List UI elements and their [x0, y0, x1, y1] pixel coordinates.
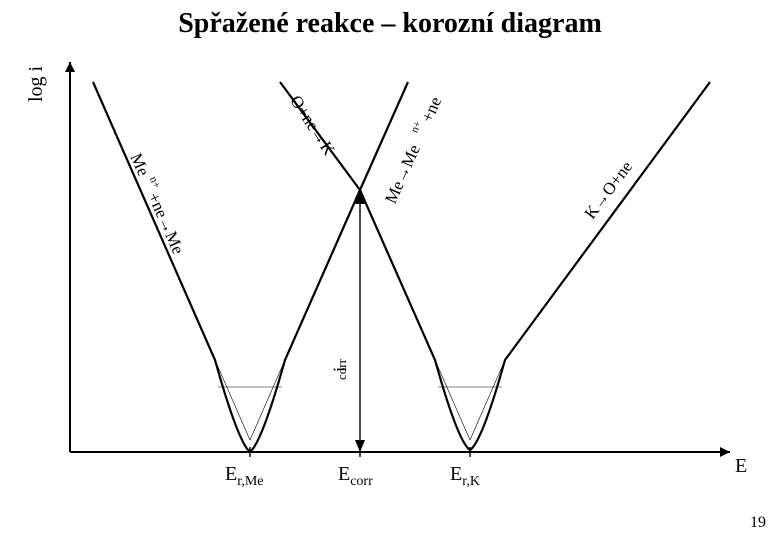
label-k-oxidation: K→O+ne: [581, 157, 637, 222]
corrosion-diagram: log i E: [20, 42, 760, 512]
icorr-arrow: [355, 192, 365, 452]
page-number: 19: [750, 514, 766, 532]
svg-text:n+: n+: [147, 175, 163, 191]
svg-text:Ecorr: Ecorr: [338, 463, 373, 489]
label-me-reduction: Me n+ +ne→Me: [127, 149, 191, 257]
svg-text:Er,K: Er,K: [450, 463, 480, 489]
svg-text:corr: corr: [334, 358, 349, 380]
svg-text:O+ne→K: O+ne→K: [286, 92, 339, 159]
label-k-reduction: O+ne→K: [286, 92, 339, 159]
page-title: Spřažené reakce – korozní diagram: [0, 8, 780, 40]
svg-text:+ne: +ne: [417, 94, 445, 125]
svg-text:K→O+ne: K→O+ne: [581, 157, 637, 222]
tafel-curves: [93, 82, 710, 452]
x-axis-label: E: [735, 455, 747, 477]
label-me-oxidation: Me→Me n+ +ne: [378, 93, 445, 207]
svg-text:Me: Me: [127, 150, 154, 178]
svg-text:Me→Me: Me→Me: [381, 142, 424, 207]
svg-text:Er,Me: Er,Me: [225, 463, 263, 489]
axes: [65, 62, 730, 457]
icorr-label: i corr: [330, 358, 351, 380]
x-tick-labels: Er,Me Ecorr Er,K: [225, 463, 480, 489]
y-axis-label: log i: [25, 65, 47, 102]
svg-text:n+: n+: [409, 119, 425, 135]
